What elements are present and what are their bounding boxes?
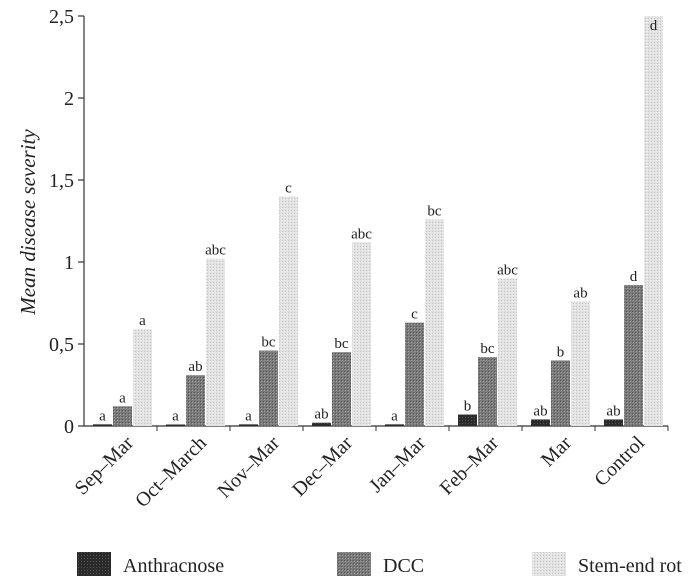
bar-anthracnose bbox=[312, 422, 331, 426]
bar-dcc bbox=[478, 357, 497, 426]
y-tick-label: 2,5 bbox=[49, 6, 74, 28]
significance-label: ab bbox=[314, 407, 328, 423]
bars bbox=[93, 16, 663, 426]
bar-dcc bbox=[405, 322, 424, 426]
bar-anthracnose bbox=[531, 419, 550, 426]
significance-label: c bbox=[285, 180, 292, 196]
x-tick-label: Oct–March bbox=[131, 432, 211, 512]
significance-label: bc bbox=[334, 336, 349, 352]
bar-stem-end-rot bbox=[425, 219, 444, 426]
significance-label: b bbox=[557, 344, 565, 360]
bar-anthracnose bbox=[385, 424, 404, 426]
bar-stem-end-rot bbox=[133, 329, 152, 426]
significance-label: ab bbox=[573, 285, 587, 301]
legend: Anthracnose DCC Stem-end rot bbox=[77, 552, 682, 577]
legend-label: DCC bbox=[383, 555, 424, 577]
bar-dcc bbox=[332, 352, 351, 426]
bar-anthracnose bbox=[604, 419, 623, 426]
bar-stem-end-rot bbox=[644, 16, 663, 426]
significance-label: ab bbox=[188, 359, 202, 375]
y-tick-label: 0,5 bbox=[49, 334, 74, 356]
significance-label: bc bbox=[480, 341, 495, 357]
significance-label: a bbox=[99, 408, 106, 424]
x-tick-label: Dec–Mar bbox=[288, 432, 357, 501]
significance-label: ab bbox=[533, 403, 547, 419]
significance-label: abc bbox=[351, 226, 372, 242]
significance-label: ab bbox=[606, 403, 620, 419]
x-tick-label: Mar bbox=[537, 432, 576, 471]
significance-label: a bbox=[245, 408, 252, 424]
significance-label: bc bbox=[261, 335, 276, 351]
y-ticks: 0 0,5 1 1,5 2 2,5 bbox=[49, 6, 84, 438]
bar-anthracnose bbox=[458, 414, 477, 426]
y-axis-label: Mean disease severity bbox=[16, 129, 40, 316]
bar-stem-end-rot bbox=[206, 258, 225, 426]
bar-stem-end-rot bbox=[498, 278, 517, 426]
significance-label: a bbox=[119, 390, 126, 406]
legend-label: Stem-end rot bbox=[578, 555, 682, 577]
bar-dcc bbox=[186, 375, 205, 426]
legend-swatch bbox=[77, 552, 111, 576]
bar-dcc bbox=[551, 360, 570, 426]
bar-stem-end-rot bbox=[352, 242, 371, 426]
x-tick-label: Sep–Mar bbox=[71, 432, 139, 500]
legend-label: Anthracnose bbox=[123, 555, 224, 577]
bar-anthracnose bbox=[239, 424, 258, 426]
y-tick-label: 0 bbox=[64, 416, 74, 438]
bar-anthracnose bbox=[166, 424, 185, 426]
significance-label: c bbox=[411, 307, 418, 323]
significance-label: a bbox=[172, 409, 179, 425]
significance-label: abc bbox=[205, 243, 226, 259]
y-tick-label: 1 bbox=[64, 252, 74, 274]
significance-label: d bbox=[650, 18, 658, 34]
x-tick-label: Jan–Mar bbox=[365, 432, 430, 497]
bar-dcc bbox=[113, 406, 132, 426]
significance-label: bc bbox=[427, 203, 442, 219]
bar-stem-end-rot bbox=[279, 196, 298, 426]
significance-label: a bbox=[391, 408, 398, 424]
significance-label: a bbox=[139, 313, 146, 329]
bar-anthracnose bbox=[93, 424, 112, 426]
x-tick-label: Control bbox=[590, 432, 649, 491]
bar-dcc bbox=[259, 350, 278, 426]
significance-label: d bbox=[630, 269, 638, 285]
y-tick-label: 2 bbox=[64, 88, 74, 110]
legend-swatch bbox=[532, 552, 566, 576]
y-tick-label: 1,5 bbox=[49, 170, 74, 192]
bar-stem-end-rot bbox=[571, 301, 590, 426]
significance-label: b bbox=[464, 399, 472, 415]
significance-label: abc bbox=[497, 262, 518, 278]
legend-swatch bbox=[337, 552, 371, 576]
bar-dcc bbox=[624, 284, 643, 426]
x-tick-label: Feb–Mar bbox=[436, 432, 504, 500]
x-tick-label: Nov–Mar bbox=[213, 432, 284, 503]
